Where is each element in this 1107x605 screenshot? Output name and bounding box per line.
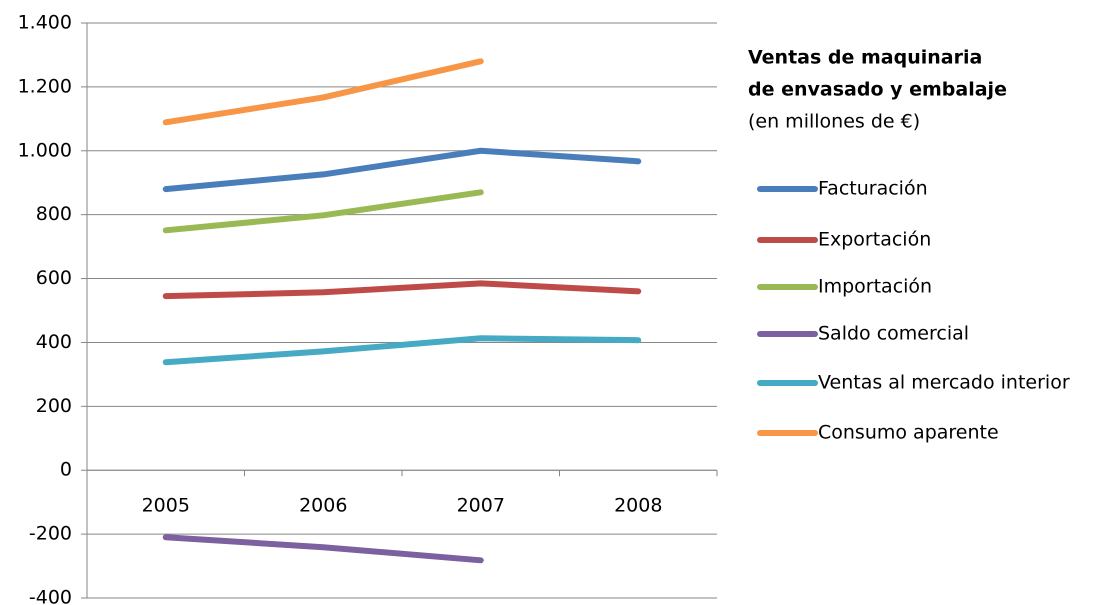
series-line <box>162 58 484 126</box>
y-tick-label: 400 <box>36 331 72 353</box>
x-tick-label: 2006 <box>299 495 347 517</box>
y-tick-label: 0 <box>60 459 72 481</box>
x-tick-label: 2007 <box>457 495 505 517</box>
y-tick-label: 600 <box>36 267 72 289</box>
chart-subtitle: (en millones de €) <box>748 111 920 133</box>
legend-label: Facturación <box>818 178 928 200</box>
y-tick-label: 1.200 <box>18 75 72 97</box>
y-tick-label: -400 <box>29 587 72 605</box>
y-tick-label: 1.400 <box>18 12 72 34</box>
legend-label: Ventas al mercado interior <box>818 372 1070 394</box>
legend-label: Exportación <box>818 229 931 251</box>
series-line <box>162 280 642 300</box>
series-line <box>162 534 484 564</box>
x-tick-label: 2008 <box>614 495 662 517</box>
y-tick-label: 200 <box>36 395 72 417</box>
series-line <box>162 147 642 193</box>
y-tick-label: -200 <box>29 523 72 545</box>
legend-label: Importación <box>818 276 932 298</box>
chart-title: Ventas de maquinaria <box>748 47 982 69</box>
x-tick-label: 2005 <box>142 495 190 517</box>
chart-title: de envasado y embalaje <box>748 79 1007 101</box>
y-tick-label: 800 <box>36 203 72 225</box>
legend-label: Saldo comercial <box>818 323 969 345</box>
series-line <box>162 189 484 234</box>
legend-label: Consumo aparente <box>818 422 999 444</box>
y-tick-label: 1.000 <box>18 139 72 161</box>
series-line <box>162 335 642 366</box>
